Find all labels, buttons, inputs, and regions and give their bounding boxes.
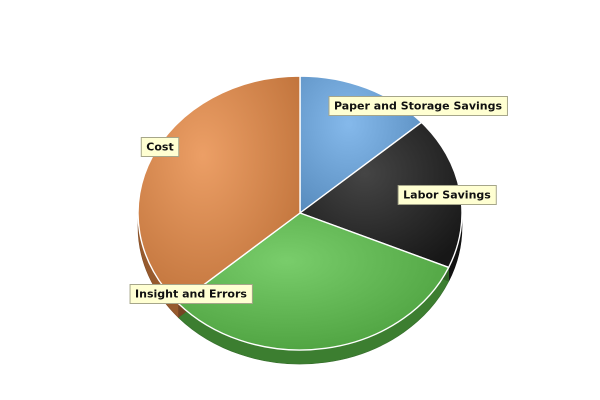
slice-label-box [328, 96, 508, 116]
slice-label-box [140, 137, 180, 157]
slice-label-insight-and-errors: Insight and Errors [129, 284, 253, 304]
slice-label-text: Insight and Errors [135, 288, 247, 301]
pie-slice-insight-and-errors[interactable] [177, 212, 450, 351]
pie-top-layer [137, 75, 463, 351]
slice-label-text: Cost [146, 141, 173, 154]
slice-label-cost: Cost [140, 137, 180, 157]
slice-label-paper-and-storage-savings: Paper and Storage Savings [328, 96, 508, 116]
slice-label-labor-savings: Labor Savings [397, 185, 497, 205]
slice-label-text: Paper and Storage Savings [334, 100, 502, 113]
pie-label-layer: Paper and Storage Savings Labor Savings In… [129, 96, 508, 304]
slice-label-box [129, 284, 253, 304]
slice-label-box [397, 185, 497, 205]
slice-label-text: Labor Savings [403, 189, 491, 202]
